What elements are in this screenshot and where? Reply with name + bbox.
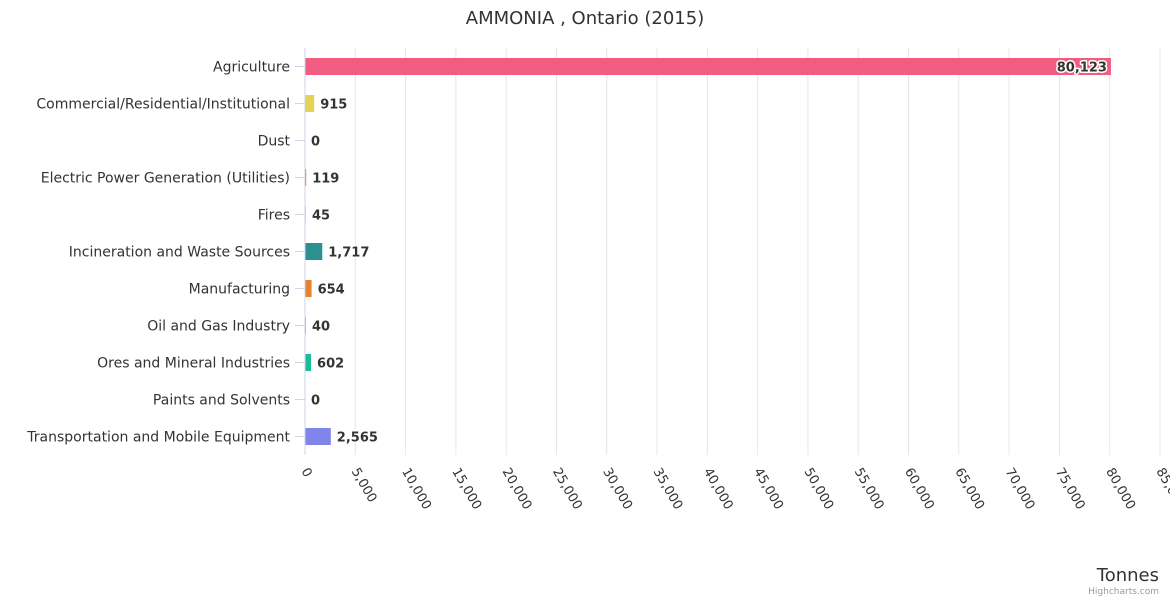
data-label: 80,123 — [1057, 61, 1107, 76]
category-label: Ores and Mineral Industries — [97, 356, 290, 372]
category-label: Oil and Gas Industry — [147, 319, 290, 335]
x-tick-label: 50,000 — [800, 466, 836, 513]
category-label: Commercial/Residential/Institutional — [36, 97, 290, 113]
x-tick-label: 30,000 — [599, 466, 635, 513]
x-tick-label: 20,000 — [499, 466, 535, 513]
gridlines — [354, 48, 1161, 455]
bar[interactable] — [305, 169, 307, 186]
data-label: 2,565 — [337, 431, 378, 446]
x-tick-label: 80,000 — [1102, 466, 1138, 513]
category-labels: Agriculture Commercial/Residential/Instit… — [26, 60, 305, 446]
chart-title: AMMONIA , Ontario (2015) — [466, 8, 704, 29]
data-label: 1,717 — [328, 246, 369, 261]
x-tick-label: 10,000 — [398, 466, 434, 513]
category-label: Manufacturing — [189, 282, 290, 298]
x-tick-label: 85,000 — [1153, 466, 1170, 513]
x-tick-label: 35,000 — [650, 466, 686, 513]
bars: 80,123 915 0 119 45 1,717 654 40 602 0 2,565 — [305, 58, 1111, 447]
category-label: Incineration and Waste Sources — [69, 245, 290, 261]
x-axis-ticks: 0 5,000 10,000 15,000 20,000 25,000 30,000 35,0… — [298, 466, 1170, 513]
data-label: 119 — [312, 172, 339, 187]
data-label: 602 — [317, 357, 344, 372]
category-label: Paints and Solvents — [153, 393, 290, 409]
data-label: 915 — [320, 98, 347, 113]
x-axis-title: Tonnes — [1096, 565, 1159, 586]
data-label: 45 — [312, 209, 330, 224]
data-label: 0 — [311, 394, 320, 409]
bar[interactable] — [305, 58, 1111, 75]
category-label: Agriculture — [213, 60, 290, 76]
category-label: Electric Power Generation (Utilities) — [41, 171, 290, 187]
bar[interactable] — [305, 354, 312, 371]
x-tick-label: 0 — [298, 466, 315, 481]
x-tick-label: 45,000 — [750, 466, 786, 513]
data-label: 0 — [311, 135, 320, 150]
x-tick-label: 65,000 — [951, 466, 987, 513]
bar[interactable] — [305, 95, 315, 112]
x-tick-label: 60,000 — [901, 466, 937, 513]
data-label: 40 — [312, 320, 330, 335]
bar[interactable] — [305, 243, 323, 260]
bar[interactable] — [305, 428, 331, 445]
x-tick-label: 70,000 — [1002, 466, 1038, 513]
category-label: Transportation and Mobile Equipment — [26, 430, 290, 446]
bar[interactable] — [305, 280, 312, 297]
x-tick-label: 15,000 — [448, 466, 484, 513]
category-label: Dust — [258, 134, 291, 150]
x-tick-label: 25,000 — [549, 466, 585, 513]
credits-link[interactable]: Highcharts.com — [1088, 587, 1159, 597]
x-tick-label: 5,000 — [348, 466, 380, 506]
data-label: 654 — [318, 283, 345, 298]
category-label: Fires — [258, 208, 290, 224]
x-tick-label: 75,000 — [1052, 466, 1088, 513]
x-tick-label: 55,000 — [851, 466, 887, 513]
x-tick-label: 40,000 — [700, 466, 736, 513]
